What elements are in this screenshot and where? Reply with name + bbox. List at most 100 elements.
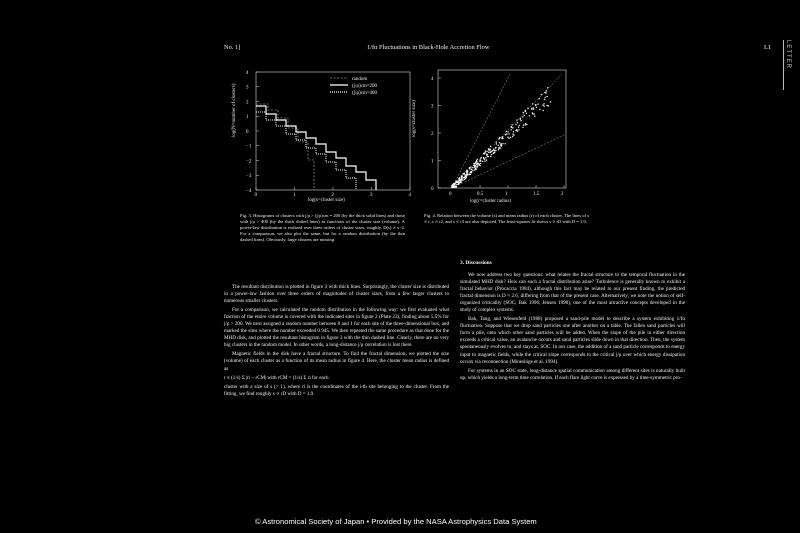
- fig4-ytick: 4: [431, 77, 434, 82]
- fig4-point: [483, 158, 486, 160]
- fig4-point: [500, 145, 503, 147]
- fig4-point: [461, 178, 463, 180]
- fig4-point: [497, 149, 500, 151]
- fig4-point: [466, 169, 468, 171]
- fig4-point: [538, 98, 540, 100]
- fig4-point: [544, 96, 546, 99]
- fig4-point: [505, 130, 508, 133]
- fig4-point: [464, 174, 467, 176]
- fig4-ytick: 3: [431, 104, 434, 109]
- fig4-xtick: 1: [505, 192, 508, 197]
- fig4-point: [462, 179, 464, 181]
- fig4-point: [455, 180, 457, 182]
- fig3-ytick: −1: [246, 145, 252, 150]
- fig4-ylabel: log(s=cluster size): [412, 100, 417, 137]
- fig4-point: [504, 134, 507, 136]
- fig4-point: [492, 149, 494, 151]
- fig4-point: [507, 131, 509, 133]
- fig4-point: [482, 157, 485, 159]
- fig3-ytick: −4: [246, 189, 252, 194]
- fig4-point: [518, 129, 520, 131]
- fig4-point: [531, 103, 534, 105]
- fig3-random-hist: [256, 103, 315, 190]
- fig4-point: [535, 103, 537, 106]
- fig4-point: [512, 133, 514, 135]
- fig4-point: [528, 115, 531, 117]
- fig4-point: [511, 124, 513, 126]
- fig4-point: [506, 133, 508, 135]
- fig4-point: [466, 174, 468, 176]
- fig4-point: [526, 123, 528, 126]
- fig4-point: [508, 137, 510, 139]
- fig4-point: [535, 106, 538, 108]
- fig4-line-s-r2: [451, 73, 563, 189]
- fig4-point: [476, 166, 478, 169]
- fig4-point: [491, 150, 493, 153]
- fig4-point: [502, 137, 504, 140]
- fig4-point: [508, 133, 510, 135]
- fig4-point: [475, 168, 478, 170]
- fig4-point: [516, 122, 519, 124]
- fig4-point: [469, 172, 471, 174]
- fig4-point: [460, 181, 462, 184]
- fig4-point: [473, 164, 475, 167]
- fig4-point: [522, 126, 524, 129]
- fig4-point: [470, 166, 472, 168]
- left-equation: r ≡ (1/s) Σ |ri − rCM| with rCM = (1/s) …: [224, 374, 329, 381]
- fig4-point: [512, 127, 514, 129]
- fig3-ytick: 1: [246, 115, 249, 120]
- fig4-point: [463, 178, 466, 181]
- fig4-point: [479, 158, 482, 160]
- fig4-point: [544, 98, 546, 101]
- fig4-point: [522, 116, 524, 118]
- fig4-point: [498, 146, 500, 149]
- fig4-point: [532, 113, 534, 115]
- fig4-point: [480, 157, 482, 159]
- fig4-point: [498, 138, 500, 140]
- fig4-point: [462, 173, 464, 175]
- fig4-point: [545, 92, 547, 94]
- fig4-point: [500, 143, 502, 145]
- fig3-xtick: 0: [255, 193, 258, 198]
- fig4-point: [466, 171, 469, 173]
- fig4-point: [510, 126, 512, 128]
- fig4-point: [516, 119, 518, 121]
- figure-4-scatter: 4 3 2 1 0 0 0.5 1 1.5 2 log(s=cluster size) log(r…: [412, 69, 567, 204]
- fig3-legend-200: (j/ρ)cm=200: [352, 84, 378, 89]
- fig4-point: [540, 93, 542, 96]
- issue-number: No. 1]: [224, 44, 241, 51]
- left-para-1: The resultant distribution is plotted in…: [224, 284, 449, 305]
- fig4-point: [542, 104, 544, 106]
- fig4-point: [504, 143, 506, 145]
- fig4-point: [463, 172, 465, 174]
- fig4-xlabel: log(r=cluster radius): [470, 199, 511, 204]
- fig4-xtick: 0.5: [477, 192, 484, 197]
- fig4-point: [489, 148, 491, 150]
- fig4-point: [527, 107, 529, 109]
- fig4-point: [477, 162, 479, 164]
- fig4-point: [476, 160, 478, 162]
- fig4-point: [470, 168, 473, 171]
- fig4-point: [484, 151, 486, 154]
- fig3-ytick: 0: [246, 130, 249, 135]
- fig4-point: [476, 165, 478, 167]
- fig4-point: [533, 113, 535, 115]
- fig4-point: [537, 103, 539, 105]
- fig4-point: [546, 104, 548, 107]
- fig4-points: [451, 87, 552, 188]
- fig4-point: [476, 163, 479, 165]
- fig4-point: [473, 163, 475, 165]
- fig4-point: [490, 153, 493, 156]
- fig4-point: [484, 160, 486, 162]
- fig4-point: [485, 159, 488, 161]
- fig4-point: [470, 171, 472, 173]
- fig4-point: [472, 167, 474, 169]
- fig4-point: [495, 149, 497, 152]
- fig4-point: [485, 154, 488, 156]
- fig4-point: [469, 168, 471, 170]
- fig4-point: [484, 150, 487, 152]
- fig4-point: [486, 155, 489, 158]
- fig4-point: [517, 126, 520, 128]
- fig4-point: [458, 177, 460, 180]
